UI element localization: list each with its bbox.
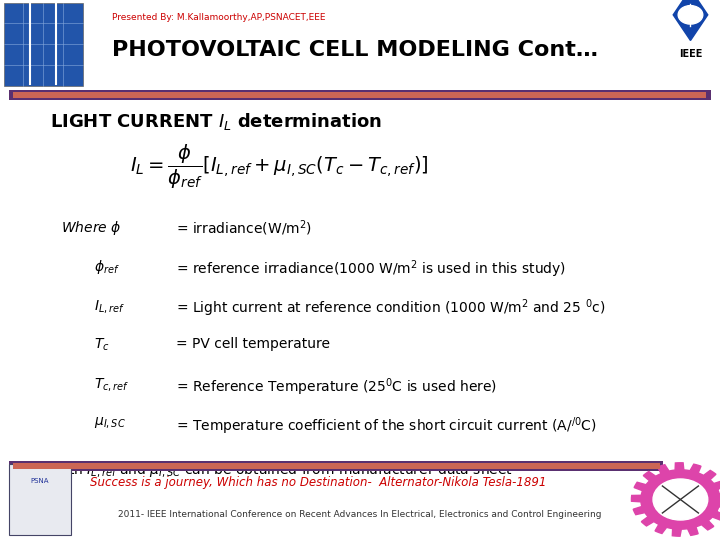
Polygon shape: [673, 0, 708, 40]
FancyBboxPatch shape: [4, 3, 83, 86]
Text: $T_{c,ref}$: $T_{c,ref}$: [94, 376, 129, 393]
FancyBboxPatch shape: [9, 464, 71, 535]
Text: $\phi_{ref}$: $\phi_{ref}$: [94, 258, 120, 276]
Text: = PV cell temperature: = PV cell temperature: [176, 337, 330, 351]
Text: $I_{L,ref}$: $I_{L,ref}$: [94, 298, 125, 314]
Bar: [13, 92, 706, 98]
Text: Both $I_{L,ref}$ and $\mu_{I,SC}$ can be obtained from manufacturer data sheet: Both $I_{L,ref}$ and $\mu_{I,SC}$ can be…: [50, 461, 513, 478]
Text: $Where\ \phi$: $Where\ \phi$: [61, 219, 122, 237]
Polygon shape: [631, 463, 720, 536]
Text: A: A: [701, 0, 704, 4]
Text: $\mu_{I,SC}$: $\mu_{I,SC}$: [94, 416, 125, 431]
Text: Presented By: M.Kallamoorthy,AP,PSNACET,EEE: Presented By: M.Kallamoorthy,AP,PSNACET,…: [112, 14, 325, 23]
Text: PHOTOVOLTAIC CELL MODELING Cont…: PHOTOVOLTAIC CELL MODELING Cont…: [112, 40, 598, 60]
Text: PSNA: PSNA: [30, 478, 49, 484]
Text: = Light current at reference condition (1000 W/m$^2$ and 25 $^0$c): = Light current at reference condition (…: [176, 298, 606, 319]
Bar: [9, 461, 663, 471]
Circle shape: [653, 479, 708, 520]
Text: Success is a journey, Which has no Destination-  Alternator-Nikola Tesla-1891: Success is a journey, Which has no Desti…: [90, 476, 546, 489]
Text: IEEE: IEEE: [679, 49, 702, 59]
Text: LIGHT CURRENT $I_L$ determination: LIGHT CURRENT $I_L$ determination: [50, 111, 383, 132]
Text: 2011- IEEE International Conference on Recent Advances In Electrical, Electronic: 2011- IEEE International Conference on R…: [118, 510, 602, 519]
Circle shape: [678, 5, 703, 24]
Text: = Reference Temperature (25$^0$C is used here): = Reference Temperature (25$^0$C is used…: [176, 376, 498, 398]
Text: $T_c$: $T_c$: [94, 337, 109, 353]
Text: = Temperature coefficient of the short circuit current (A/$^{/0}$C): = Temperature coefficient of the short c…: [176, 416, 597, 437]
Text: $I_L = \dfrac{\phi}{\phi_{ref}} \left[ I_{L,ref} + \mu_{I,SC} \left( T_c - T_{c,: $I_L = \dfrac{\phi}{\phi_{ref}} \left[ I…: [130, 143, 428, 191]
Bar: [9, 90, 711, 100]
Bar: [13, 463, 660, 469]
Text: = irradiance(W/m$^2$): = irradiance(W/m$^2$): [176, 219, 312, 238]
Text: = reference irradiance(1000 W/m$^2$ is used in this study): = reference irradiance(1000 W/m$^2$ is u…: [176, 258, 567, 280]
